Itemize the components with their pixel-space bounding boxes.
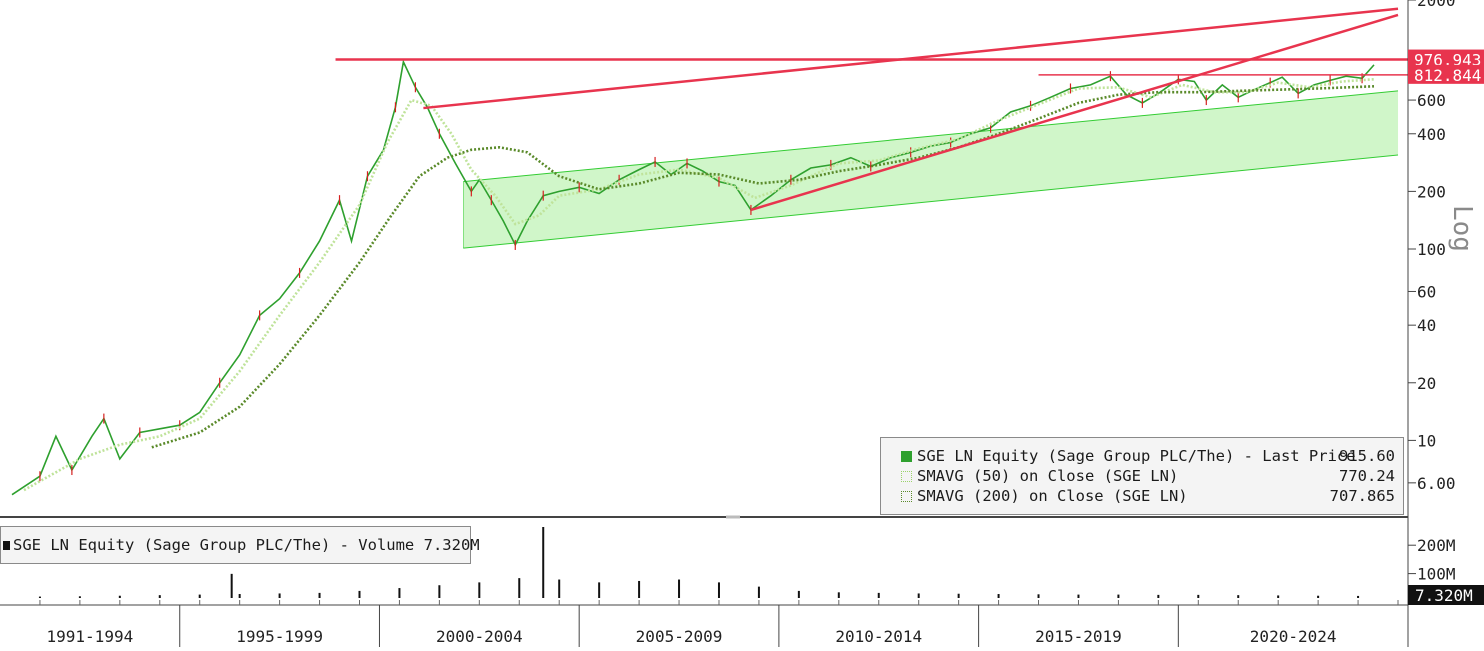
volume-bar xyxy=(678,579,681,598)
channel-lower-line xyxy=(463,154,1399,249)
price-y-axis: 2000 600 400 200 100 60 40 20 10 6.00 Log 976.94381… xyxy=(1407,0,1484,647)
volume-bar xyxy=(1277,595,1280,598)
legend-value: 915.60 xyxy=(1339,447,1395,465)
legend-item-sma200: SMAVG (200) on Close (SGE LN) 707.865 xyxy=(899,486,1395,506)
volume-bar xyxy=(158,595,161,598)
volume-bar xyxy=(1117,594,1120,598)
legend-label: SGE LN Equity (Sage Group PLC/The) - Las… xyxy=(917,447,1356,465)
volume-legend: SGE LN Equity (Sage Group PLC/The) - Vol… xyxy=(0,526,480,564)
x-category-label: 1995-1999 xyxy=(236,627,323,646)
volume-bar xyxy=(877,592,880,598)
y-tick-label: 10 xyxy=(1417,431,1436,450)
volume-bar xyxy=(78,596,81,598)
volume-bar xyxy=(837,592,840,598)
volume-bar xyxy=(518,578,521,598)
volume-bar xyxy=(398,588,401,598)
trend-channel xyxy=(463,90,1399,249)
sma200-line xyxy=(151,85,1375,449)
volume-bar xyxy=(1157,594,1160,598)
volume-last-label: 7.320M xyxy=(1415,586,1473,605)
annotation-layer xyxy=(335,7,1408,212)
y-tick-label: 200 xyxy=(1417,182,1446,201)
volume-bar xyxy=(997,594,1000,598)
legend-swatch-sma50 xyxy=(901,471,912,482)
channel-upper-line xyxy=(463,90,1399,183)
price-label-tag: 812.844 xyxy=(1408,64,1484,85)
volume-bar xyxy=(318,592,321,598)
volume-bar xyxy=(38,596,41,598)
legend-item-last-price: SGE LN Equity (Sage Group PLC/The) - Las… xyxy=(899,446,1395,466)
price-legend: SGE LN Equity (Sage Group PLC/The) - Las… xyxy=(880,437,1404,515)
legend-label: SMAVG (50) on Close (SGE LN) xyxy=(917,467,1179,485)
legend-label: SMAVG (200) on Close (SGE LN) xyxy=(917,487,1188,505)
volume-bar xyxy=(558,579,561,598)
volume-bar xyxy=(1037,594,1040,598)
x-category-label: 2015-2019 xyxy=(1035,627,1122,646)
y-tick-label: 100 xyxy=(1417,240,1446,259)
y-tick-label: 20 xyxy=(1417,374,1436,393)
y-tick-label: 6.00 xyxy=(1417,474,1456,493)
y-tick-label: 400 xyxy=(1417,125,1446,144)
y-tick-label: 40 xyxy=(1417,316,1436,335)
volume-bar xyxy=(118,595,121,598)
legend-swatch-sma200 xyxy=(901,491,912,502)
legend-value: 707.865 xyxy=(1329,487,1395,505)
y-tick-label: 2000 xyxy=(1417,0,1456,10)
volume-bar xyxy=(917,593,920,598)
legend-item-sma50: SMAVG (50) on Close (SGE LN) 770.24 xyxy=(899,466,1395,486)
y-tick-label: 60 xyxy=(1417,282,1436,301)
volume-bar xyxy=(542,527,545,598)
price-label-text: 976.943 xyxy=(1414,51,1481,70)
volume-bar xyxy=(278,593,281,598)
legend-swatch-price xyxy=(901,451,912,462)
volume-bar xyxy=(638,580,641,598)
volume-bar xyxy=(757,586,760,598)
legend-value: 770.24 xyxy=(1339,467,1395,485)
x-category-label: 2005-2009 xyxy=(636,627,723,646)
volume-bar xyxy=(717,582,720,598)
volume-bar xyxy=(1317,595,1320,598)
volume-last-tag xyxy=(1408,585,1484,605)
volume-bar xyxy=(238,594,241,598)
volume-bar xyxy=(438,585,441,598)
volume-bar xyxy=(1237,595,1240,598)
x-category-label: 2000-2004 xyxy=(436,627,523,646)
volume-bar xyxy=(358,590,361,598)
volume-bar xyxy=(478,582,481,598)
volume-bar xyxy=(230,573,233,598)
y-tick-label: 600 xyxy=(1417,91,1446,110)
x-category-label: 1991-1994 xyxy=(47,627,134,646)
x-category-label: 2020-2024 xyxy=(1250,627,1337,646)
legend-value: 7.320M xyxy=(423,536,480,554)
volume-bar xyxy=(1357,595,1360,598)
volume-bar xyxy=(957,593,960,598)
trend-line xyxy=(423,7,1399,110)
volume-bar xyxy=(198,594,201,598)
y-axis-label: Log xyxy=(1447,205,1477,252)
x-category-label: 2010-2014 xyxy=(835,627,922,646)
volume-tick-label: 100M xyxy=(1417,565,1456,584)
volume-bar xyxy=(1197,594,1200,598)
trend-line xyxy=(750,13,1399,212)
legend-label: SGE LN Equity (Sage Group PLC/The) - Vol… xyxy=(13,536,415,554)
volume-bar xyxy=(797,590,800,598)
sma50-line xyxy=(23,78,1375,492)
x-axis: 1991-1994 1995-1999 2000-2004 2005-2009 2010… xyxy=(0,515,1408,647)
price-label-bg xyxy=(1408,64,1484,84)
channel-fill xyxy=(463,90,1399,249)
price-label-tag: 976.943 xyxy=(1408,49,1484,70)
volume-tick-label: 200M xyxy=(1417,536,1456,555)
price-label-text: 812.844 xyxy=(1414,66,1481,85)
volume-bar xyxy=(1077,594,1080,598)
volume-bar xyxy=(598,582,601,598)
volume-panel: 200M 100M 7.320M xyxy=(38,527,1484,605)
price-label-bg xyxy=(1408,49,1484,69)
legend-swatch-volume xyxy=(3,541,10,550)
